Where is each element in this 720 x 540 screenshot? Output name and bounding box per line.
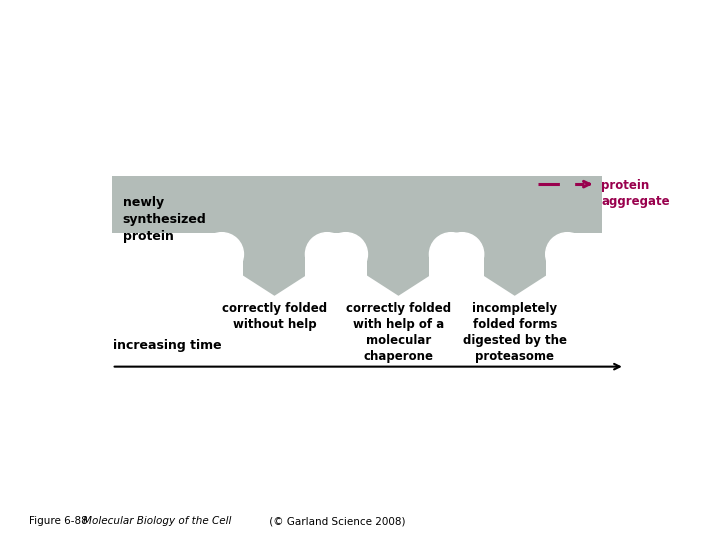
Circle shape <box>346 211 389 254</box>
Polygon shape <box>341 259 456 296</box>
Polygon shape <box>484 233 546 259</box>
Text: protein
aggregate: protein aggregate <box>601 179 670 208</box>
Circle shape <box>305 233 349 276</box>
Text: newly
synthesized
protein: newly synthesized protein <box>122 195 207 242</box>
Polygon shape <box>217 259 332 296</box>
Circle shape <box>200 233 243 276</box>
Circle shape <box>324 233 367 276</box>
Polygon shape <box>346 233 367 254</box>
Polygon shape <box>305 233 367 481</box>
Polygon shape <box>222 233 243 254</box>
Circle shape <box>441 233 484 276</box>
Text: incompletely
folded forms
digested by the
proteasome: incompletely folded forms digested by th… <box>463 302 567 363</box>
Polygon shape <box>429 233 451 254</box>
Polygon shape <box>546 233 567 254</box>
Circle shape <box>429 233 473 276</box>
Text: correctly folded
without help: correctly folded without help <box>222 302 327 331</box>
Circle shape <box>284 211 327 254</box>
Polygon shape <box>112 233 243 481</box>
Circle shape <box>524 211 567 254</box>
Text: (© Garland Science 2008): (© Garland Science 2008) <box>266 516 406 526</box>
Text: Molecular Biology of the Cell: Molecular Biology of the Cell <box>83 516 231 526</box>
Text: Figure 6-88: Figure 6-88 <box>29 516 94 526</box>
Polygon shape <box>457 259 572 296</box>
Polygon shape <box>367 233 429 259</box>
Text: increasing time: increasing time <box>113 339 222 353</box>
Polygon shape <box>429 233 484 481</box>
Polygon shape <box>305 233 327 254</box>
Text: correctly folded
with help of a
molecular
chaperone: correctly folded with help of a molecula… <box>346 302 451 363</box>
Circle shape <box>408 211 451 254</box>
Circle shape <box>222 211 265 254</box>
Polygon shape <box>243 233 305 259</box>
Polygon shape <box>462 233 484 254</box>
Circle shape <box>546 233 589 276</box>
Polygon shape <box>546 233 601 481</box>
Circle shape <box>462 211 505 254</box>
Polygon shape <box>112 177 601 233</box>
